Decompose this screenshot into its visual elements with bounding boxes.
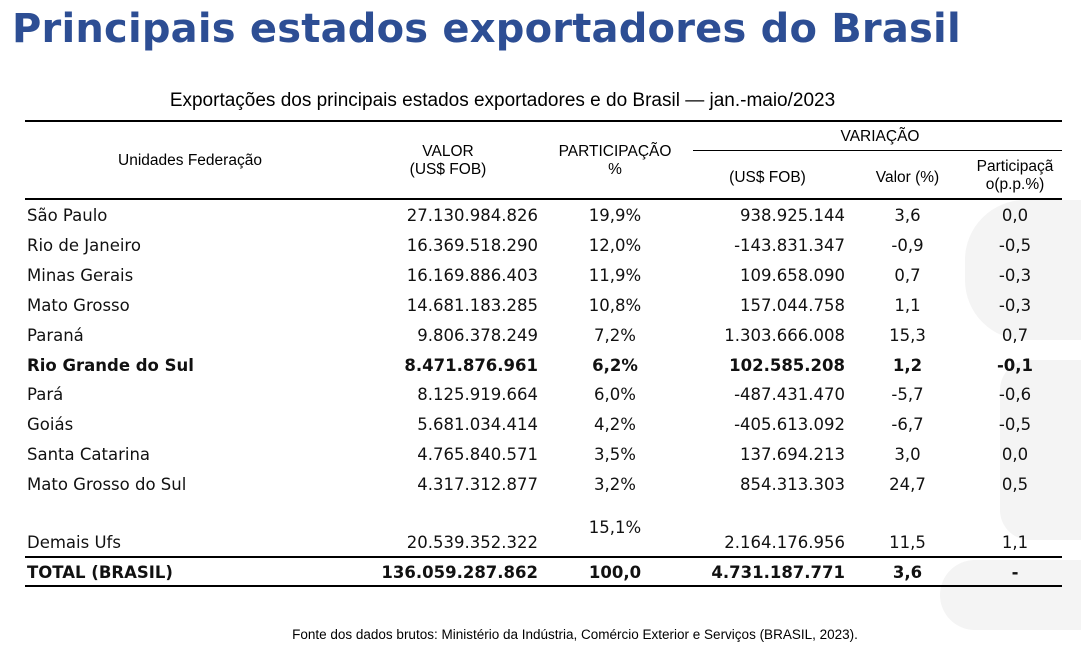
watermark-shape xyxy=(940,560,1081,630)
cell-uf: Pará xyxy=(27,385,64,404)
cell-var-pp: -0,3 xyxy=(998,296,1032,315)
cell-var-valor: 11,5 xyxy=(889,533,926,552)
cell-valor: 5.681.034.414 xyxy=(417,415,538,434)
cell-participacao: 4,2% xyxy=(594,415,636,434)
header-valor-line1: VALOR xyxy=(422,143,474,160)
cell-var-pp: 0,0 xyxy=(1001,445,1029,464)
variacao-rule xyxy=(693,150,1062,151)
cell-var-usd: -143.831.347 xyxy=(734,236,845,255)
page-title: Principais estados exportadores do Brasi… xyxy=(12,6,961,52)
table-caption: Exportações dos principais estados expor… xyxy=(169,90,836,111)
total-top-rule xyxy=(25,556,1062,558)
cell-participacao: 7,2% xyxy=(594,326,636,345)
header-uf: Unidades Federação xyxy=(118,152,262,169)
cell-uf: Mato Grosso xyxy=(27,296,130,315)
cell-valor: 16.169.886.403 xyxy=(406,266,538,285)
cell-var-valor: 3,6 xyxy=(894,206,921,225)
cell-var-valor: 0,7 xyxy=(894,266,921,285)
cell-participacao: 6,0% xyxy=(594,385,636,404)
header-valor: VALOR (US$ FOB) xyxy=(378,143,518,179)
cell-valor: 4.317.312.877 xyxy=(417,475,538,494)
source-note: Fonte dos dados brutos: Ministério da In… xyxy=(292,627,858,642)
cell-var-valor: 1,2 xyxy=(892,356,923,375)
cell-var-usd: -405.613.092 xyxy=(734,415,845,434)
table-bottom-rule xyxy=(25,585,1062,587)
cell-uf: Demais Ufs xyxy=(27,533,121,552)
cell-valor: 4.765.840.571 xyxy=(417,445,538,464)
cell-var-usd: -487.431.470 xyxy=(734,385,845,404)
cell-uf: Paraná xyxy=(27,326,84,345)
cell-var-pp: - xyxy=(1011,563,1019,582)
cell-valor: 14.681.183.285 xyxy=(406,296,538,315)
cell-uf: Minas Gerais xyxy=(27,266,134,285)
cell-var-valor: -6,7 xyxy=(891,415,924,434)
header-variacao: VARIAÇÃO xyxy=(840,128,920,145)
cell-var-valor: 3,0 xyxy=(894,445,921,464)
cell-participacao: 12,0% xyxy=(588,236,642,255)
cell-participacao: 3,2% xyxy=(594,475,636,494)
watermark-shape xyxy=(1000,360,1081,540)
cell-valor: 8.471.876.961 xyxy=(404,356,538,375)
cell-var-usd: 137.694.213 xyxy=(740,445,845,464)
header-valor-line2: (US$ FOB) xyxy=(409,161,487,178)
cell-var-pp: -0,5 xyxy=(998,415,1032,434)
cell-var-pp: -0,3 xyxy=(998,266,1032,285)
cell-var-usd: 1.303.666.008 xyxy=(724,326,845,345)
cell-var-valor: 24,7 xyxy=(889,475,926,494)
header-participacao: PARTICIPAÇÃO % xyxy=(545,143,685,179)
cell-var-pp: -0,1 xyxy=(996,356,1034,375)
cell-var-valor: -5,7 xyxy=(891,385,924,404)
cell-var-pp: -0,6 xyxy=(998,385,1032,404)
cell-participacao: 19,9% xyxy=(588,206,642,225)
table-top-rule xyxy=(25,120,1062,122)
cell-var-usd: 102.585.208 xyxy=(729,356,845,375)
cell-uf: Santa Catarina xyxy=(27,445,151,464)
header-participacao-line1: PARTICIPAÇÃO xyxy=(558,143,672,160)
cell-valor: 9.806.378.249 xyxy=(417,326,538,345)
cell-participacao: 10,8% xyxy=(588,296,642,315)
cell-valor: 16.369.518.290 xyxy=(406,236,538,255)
cell-uf: Rio Grande do Sul xyxy=(27,356,194,375)
cell-uf: Goiás xyxy=(27,415,74,434)
cell-var-pp: 0,7 xyxy=(1001,326,1029,345)
cell-var-pp: 0,5 xyxy=(1001,475,1029,494)
cell-uf: Rio de Janeiro xyxy=(27,236,141,255)
header-var-participacao: Participaçã o(p.p.%) xyxy=(965,158,1065,194)
cell-uf: Mato Grosso do Sul xyxy=(27,475,187,494)
cell-var-valor: 1,1 xyxy=(894,296,921,315)
cell-valor: 20.539.352.322 xyxy=(406,533,538,552)
cell-var-usd: 4.731.187.771 xyxy=(711,563,845,582)
cell-var-valor: 3,6 xyxy=(892,563,923,582)
cell-var-valor: 15,3 xyxy=(889,326,926,345)
header-bottom-rule xyxy=(25,198,1062,200)
cell-participacao: 3,5% xyxy=(594,445,636,464)
cell-uf: TOTAL (BRASIL) xyxy=(27,563,173,582)
header-var-part-line1: Participaçã xyxy=(976,158,1054,175)
cell-var-pp: 0,0 xyxy=(1001,206,1029,225)
cell-valor: 8.125.919.664 xyxy=(417,385,538,404)
cell-valor: 136.059.287.862 xyxy=(381,563,538,582)
cell-valor: 27.130.984.826 xyxy=(406,206,538,225)
cell-var-usd: 157.044.758 xyxy=(740,296,845,315)
watermark-shape xyxy=(965,200,1081,340)
cell-participacao: 100,0 xyxy=(588,563,642,582)
cell-var-usd: 854.313.303 xyxy=(740,475,845,494)
header-var-valor: Valor (%) xyxy=(875,169,940,186)
cell-var-usd: 2.164.176.956 xyxy=(724,533,845,552)
cell-var-pp: -0,5 xyxy=(998,236,1032,255)
cell-var-usd: 938.925.144 xyxy=(740,206,845,225)
header-var-usd: (US$ FOB) xyxy=(729,169,806,186)
header-var-part-line2: o(p.p.%) xyxy=(985,176,1045,193)
cell-participacao: 15,1% xyxy=(588,518,642,537)
cell-var-pp: 1,1 xyxy=(1001,533,1029,552)
cell-var-usd: 109.658.090 xyxy=(740,266,845,285)
cell-participacao: 6,2% xyxy=(592,356,638,375)
header-participacao-line2: % xyxy=(608,161,622,178)
cell-participacao: 11,9% xyxy=(588,266,642,285)
cell-var-valor: -0,9 xyxy=(891,236,924,255)
cell-uf: São Paulo xyxy=(27,206,108,225)
